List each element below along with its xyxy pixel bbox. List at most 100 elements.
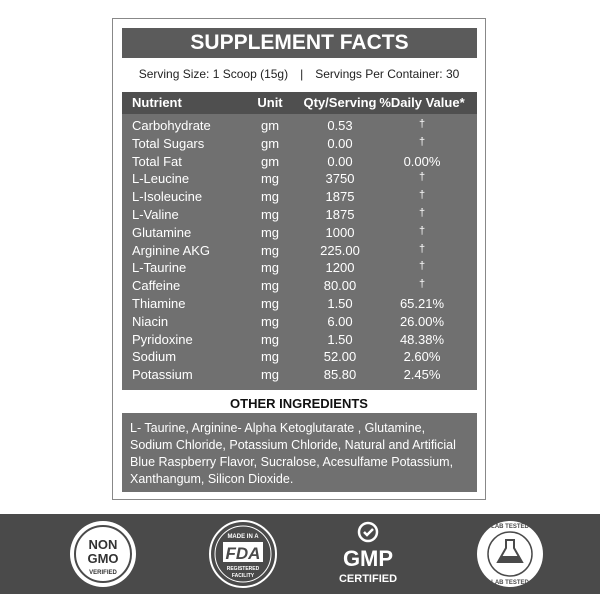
nutrient-cell: Glutamine: [132, 224, 192, 240]
qty-cell: 1.50: [327, 331, 353, 347]
badge-ring: [209, 520, 277, 588]
unit-cell: mg: [260, 224, 280, 240]
daily-value-cell: 2.60%: [403, 349, 441, 365]
qty-cell: 6.00: [327, 313, 353, 329]
daily-value-cell: 0.00%: [403, 153, 441, 169]
nutrient-cell: Pyridoxine: [132, 331, 193, 347]
daily-value-cell: †: [418, 260, 426, 273]
daily-value-cell: 48.38%: [399, 331, 445, 347]
unit-cell: mg: [260, 260, 280, 276]
unit-cell: mg: [260, 207, 280, 222]
unit-cell: mg: [260, 189, 280, 205]
check: [363, 528, 374, 537]
qty-cell: 1200: [325, 260, 355, 276]
other-ingredients-title: OTHER INGREDIENTS: [230, 396, 368, 411]
check-ring: [357, 521, 379, 543]
separator: |: [300, 67, 304, 81]
serving-size: Serving Size: 1 Scoop (15g): [138, 67, 289, 81]
unit-cell: mg: [260, 242, 280, 258]
nutrient-cell: L-Valine: [132, 207, 179, 222]
ingredients-line: Blue Raspberry Flavor, Sucralose, Acesul…: [130, 455, 454, 469]
qty-cell: 1875: [325, 207, 355, 222]
ingredients-line: L- Taurine, Arginine- Alpha Ketoglutarat…: [130, 421, 426, 435]
ingredients-line: Xanthangum, Silicon Dioxide.: [130, 472, 294, 486]
qty-cell: 0.00: [327, 135, 353, 151]
badge-ring: [70, 521, 136, 587]
daily-value-cell: †: [418, 242, 426, 255]
nutrient-cell: Sodium: [132, 349, 177, 365]
badge-text: FDA: [226, 544, 261, 563]
badge-inner: [214, 525, 272, 583]
badge-strip: NON GMO VERIFIED MADE IN A FDA REGISTERED FACI…: [0, 514, 600, 594]
badge-text: REGISTERED: [227, 566, 260, 572]
unit-cell: mg: [260, 278, 280, 294]
nutrient-cell: Total Fat: [132, 153, 182, 169]
nutrient-cell: L-Leucine: [132, 171, 190, 187]
unit-cell: mg: [260, 367, 280, 383]
unit-cell: mg: [260, 296, 280, 311]
badge-text: FACILITY: [232, 573, 255, 579]
title: SUPPLEMENT FACTS: [122, 28, 477, 58]
qty-cell: 1000: [325, 224, 355, 240]
header-cell: Unit: [257, 95, 283, 110]
header-cell: Qty/Serving: [303, 95, 377, 110]
unit-cell: gm: [260, 118, 280, 133]
other-ingredients: L- Taurine, Arginine- Alpha Ketoglutarat…: [122, 413, 477, 492]
qty-cell: 225.00: [320, 242, 360, 258]
daily-value-cell: †: [418, 189, 426, 202]
nutrient-cell: Total Sugars: [132, 135, 205, 151]
daily-value-cell: †: [418, 171, 426, 184]
servings-per-container: Servings Per Container: 30: [315, 67, 460, 81]
daily-value-cell: 2.45%: [403, 367, 441, 383]
badge-text: GMO: [87, 551, 118, 566]
badge-text: GMP: [343, 546, 393, 571]
daily-value-cell: 26.00%: [399, 313, 445, 329]
daily-value-cell: †: [418, 224, 426, 237]
flask-liquid: [498, 556, 522, 562]
nutrient-cell: Arginine AKG: [132, 242, 211, 258]
facts-panel: [112, 18, 486, 500]
nutrient-cell: Niacin: [132, 313, 169, 329]
badge-text: LAB TESTED: [491, 580, 529, 586]
qty-cell: 80.00: [323, 278, 357, 294]
daily-value-cell: †: [418, 118, 426, 130]
badge-text: VERIFIED: [89, 570, 117, 576]
fda-box: [223, 542, 263, 562]
header-cell: %Daily Value*: [379, 95, 465, 110]
badge-text: MADE IN A: [227, 534, 259, 540]
header-cell: Nutrient: [132, 95, 182, 110]
unit-cell: mg: [260, 331, 280, 347]
badge-text: CERTIFIED: [339, 573, 397, 585]
qty-cell: 52.00: [323, 349, 357, 365]
qty-cell: 85.80: [323, 367, 357, 383]
daily-value-cell: 65.21%: [399, 296, 445, 311]
unit-cell: gm: [260, 135, 280, 151]
nutrient-cell: L-Isoleucine: [132, 189, 203, 205]
nutrient-cell: Carbohydrate: [132, 118, 211, 133]
table-body: Carbohydrate gm 0.53 † Total Sugars gm 0.00 † To…: [122, 114, 477, 390]
nutrient-cell: Thiamine: [132, 296, 186, 311]
unit-cell: mg: [260, 313, 280, 329]
unit-cell: gm: [260, 153, 280, 169]
badge-inner: [487, 531, 533, 577]
serving-info: Serving Size: 1 Scoop (15g) | Servings Per…: [112, 67, 486, 81]
qty-cell: 0.00: [327, 153, 353, 169]
unit-cell: mg: [260, 349, 280, 365]
qty-cell: 1875: [325, 189, 355, 205]
qty-cell: 3750: [325, 171, 355, 187]
daily-value-cell: †: [418, 278, 426, 291]
ingredients-line: Sodium Chloride, Potassium Chloride, Nat…: [130, 438, 456, 452]
daily-value-cell: †: [418, 135, 426, 148]
nutrient-cell: Potassium: [132, 367, 193, 383]
badge-ring: [477, 521, 543, 587]
badge-text: NON: [89, 537, 118, 552]
daily-value-cell: †: [418, 207, 426, 219]
nutrient-cell: Caffeine: [132, 278, 181, 294]
badge-inner: [74, 525, 132, 583]
qty-cell: 0.53: [327, 118, 353, 133]
nutrient-cell: L-Taurine: [132, 260, 187, 276]
table-header: Nutrient Unit Qty/Serving %Daily Value*: [122, 92, 477, 114]
qty-cell: 1.50: [327, 296, 353, 311]
